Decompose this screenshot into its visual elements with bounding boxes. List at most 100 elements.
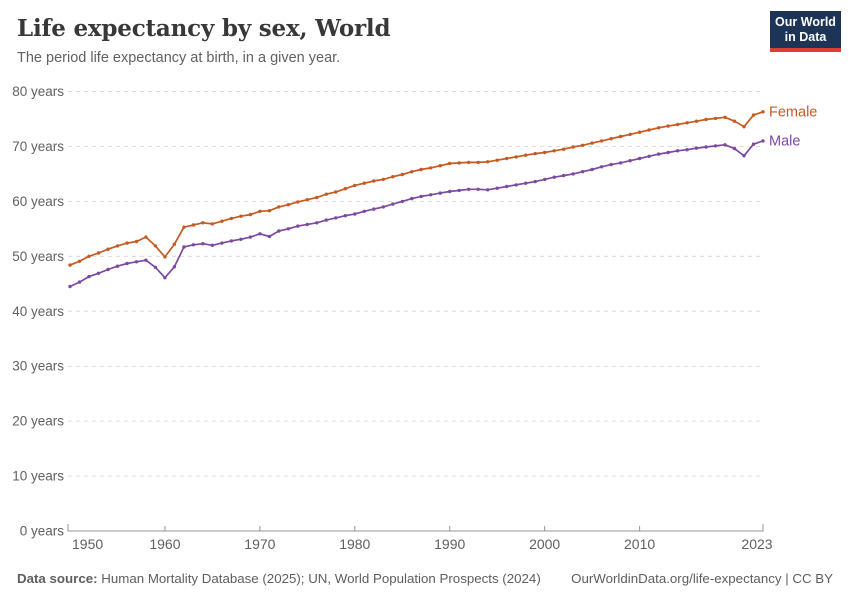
data-point[interactable]: [656, 152, 661, 156]
data-point[interactable]: [704, 117, 708, 122]
data-point[interactable]: [305, 222, 309, 227]
data-point[interactable]: [618, 134, 623, 139]
data-point[interactable]: [248, 212, 253, 217]
data-point[interactable]: [448, 161, 452, 166]
legend-label-male[interactable]: Male: [769, 133, 800, 149]
data-point[interactable]: [723, 143, 727, 147]
data-point[interactable]: [153, 265, 158, 269]
data-point[interactable]: [191, 223, 196, 227]
data-point[interactable]: [637, 130, 642, 134]
data-point[interactable]: [675, 122, 680, 127]
data-point[interactable]: [153, 244, 158, 248]
data-point[interactable]: [761, 110, 765, 114]
data-point[interactable]: [561, 147, 566, 151]
data-point[interactable]: [410, 196, 414, 201]
data-point[interactable]: [580, 143, 585, 147]
data-point[interactable]: [343, 214, 347, 218]
data-point[interactable]: [742, 125, 746, 129]
data-point[interactable]: [552, 149, 556, 153]
data-point[interactable]: [599, 165, 604, 169]
data-point[interactable]: [286, 227, 290, 231]
data-point[interactable]: [134, 260, 139, 264]
data-point[interactable]: [77, 259, 82, 263]
data-point[interactable]: [561, 173, 566, 178]
data-point[interactable]: [115, 244, 120, 248]
data-point[interactable]: [685, 148, 689, 152]
data-point[interactable]: [400, 199, 404, 204]
data-point[interactable]: [343, 187, 347, 191]
data-point[interactable]: [495, 186, 499, 190]
data-point[interactable]: [694, 146, 699, 150]
data-point[interactable]: [571, 145, 575, 149]
data-point[interactable]: [324, 192, 328, 196]
data-point[interactable]: [732, 146, 737, 151]
data-point[interactable]: [438, 164, 442, 168]
data-point[interactable]: [514, 183, 518, 187]
data-point[interactable]: [372, 207, 376, 211]
data-point[interactable]: [267, 234, 272, 239]
data-point[interactable]: [618, 161, 623, 165]
data-point[interactable]: [419, 194, 423, 199]
data-point[interactable]: [713, 116, 718, 121]
data-point[interactable]: [172, 265, 177, 269]
data-point[interactable]: [533, 179, 537, 184]
data-point[interactable]: [590, 141, 594, 145]
data-point[interactable]: [647, 128, 651, 132]
data-point[interactable]: [172, 242, 177, 246]
data-point[interactable]: [410, 170, 414, 174]
data-point[interactable]: [191, 243, 196, 247]
data-point[interactable]: [210, 243, 215, 247]
data-point[interactable]: [68, 284, 72, 289]
data-point[interactable]: [590, 167, 594, 172]
data-point[interactable]: [457, 188, 461, 193]
series-male[interactable]: Male: [68, 133, 800, 289]
data-point[interactable]: [467, 187, 471, 191]
data-point[interactable]: [201, 221, 205, 225]
data-point[interactable]: [144, 235, 148, 239]
data-point[interactable]: [628, 132, 632, 137]
data-point[interactable]: [125, 261, 129, 266]
data-point[interactable]: [495, 158, 499, 162]
data-point[interactable]: [476, 187, 480, 191]
data-point[interactable]: [381, 205, 385, 209]
data-point[interactable]: [87, 274, 91, 279]
data-point[interactable]: [704, 145, 708, 149]
data-point[interactable]: [628, 159, 632, 163]
data-point[interactable]: [163, 255, 167, 259]
data-point[interactable]: [656, 126, 661, 130]
data-point[interactable]: [647, 154, 651, 158]
data-point[interactable]: [448, 189, 452, 194]
data-point[interactable]: [372, 179, 376, 183]
data-point[interactable]: [524, 181, 528, 185]
data-point[interactable]: [362, 181, 366, 185]
data-point[interactable]: [381, 177, 385, 182]
data-point[interactable]: [609, 137, 613, 141]
data-point[interactable]: [305, 198, 309, 202]
data-point[interactable]: [552, 175, 556, 179]
data-point[interactable]: [761, 139, 765, 143]
data-point[interactable]: [163, 276, 167, 280]
data-point[interactable]: [543, 177, 547, 182]
legend-label-female[interactable]: Female: [769, 104, 817, 120]
owid-url-link[interactable]: OurWorldinData.org/life-expectancy | CC …: [571, 571, 833, 586]
data-point[interactable]: [723, 115, 727, 120]
data-point[interactable]: [751, 142, 756, 146]
data-point[interactable]: [267, 209, 272, 213]
series-female[interactable]: Female: [68, 104, 817, 267]
data-point[interactable]: [391, 175, 395, 179]
data-point[interactable]: [713, 144, 718, 148]
data-point[interactable]: [438, 191, 442, 195]
data-point[interactable]: [77, 280, 82, 284]
data-point[interactable]: [315, 221, 319, 225]
data-point[interactable]: [220, 241, 224, 245]
data-point[interactable]: [543, 150, 547, 155]
data-point[interactable]: [486, 160, 490, 164]
data-point[interactable]: [514, 155, 518, 159]
data-point[interactable]: [106, 267, 110, 272]
line-male[interactable]: [69, 140, 764, 288]
data-point[interactable]: [742, 154, 746, 158]
data-point[interactable]: [182, 245, 186, 249]
data-point[interactable]: [486, 188, 490, 192]
data-point[interactable]: [296, 224, 300, 228]
data-point[interactable]: [125, 241, 129, 245]
